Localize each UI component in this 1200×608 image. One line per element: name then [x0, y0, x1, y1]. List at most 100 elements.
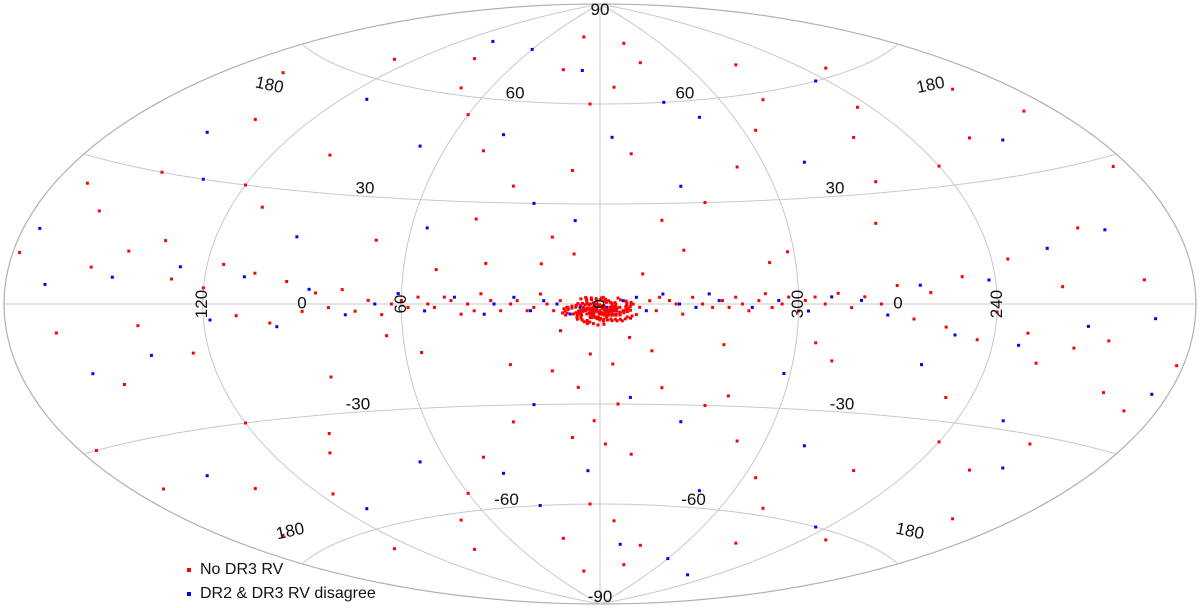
red-data-point [786, 250, 789, 254]
blue-data-point [568, 312, 572, 316]
blue-data-point [679, 184, 683, 188]
blue-data-point [502, 471, 505, 475]
red-data-point [416, 295, 420, 299]
red-data-point [937, 164, 941, 168]
red-data-point [1122, 409, 1126, 413]
red-data-point [628, 305, 632, 309]
red-data-point [389, 302, 393, 306]
red-data-point [614, 312, 618, 316]
red-data-point [960, 275, 964, 279]
blue-data-point [666, 557, 670, 561]
red-data-point [803, 299, 807, 302]
red-data-point [592, 303, 596, 306]
red-data-point [610, 302, 614, 306]
red-data-point [314, 291, 317, 295]
red-data-point [612, 519, 616, 523]
red-data-point [625, 310, 629, 314]
blue-data-point [555, 302, 559, 306]
red-data-point [740, 302, 744, 306]
red-data-point [482, 455, 485, 459]
red-data-point [711, 305, 715, 309]
red-data-point [691, 295, 695, 299]
red-data-point [606, 308, 610, 312]
tick-label: 120 [192, 290, 211, 318]
red-data-point [721, 299, 724, 303]
red-data-point [281, 71, 285, 75]
red-data-point [581, 309, 585, 313]
red-data-point [761, 98, 765, 102]
red-data-point [466, 302, 470, 306]
red-data-point [575, 314, 579, 317]
red-data-point [622, 311, 626, 315]
red-data-point [54, 331, 58, 335]
red-data-point [658, 295, 662, 299]
red-data-point [579, 315, 583, 318]
blue-data-point [365, 97, 369, 101]
red-data-point [995, 310, 999, 314]
red-data-point [399, 299, 403, 302]
blue-data-point [1017, 343, 1021, 347]
tick-label: 90 [591, 0, 610, 19]
tick-label: 30 [356, 178, 375, 197]
red-data-point [577, 309, 580, 313]
red-data-point [1061, 285, 1065, 289]
tick-label: 180 [915, 73, 947, 97]
red-data-point [499, 309, 503, 313]
red-data-point [489, 299, 493, 303]
red-data-point [136, 324, 140, 328]
blue-data-point [573, 219, 577, 223]
legend-label: DR2 & DR3 RV disagree [200, 585, 376, 602]
red-data-point [592, 307, 596, 311]
red-data-point [574, 305, 578, 309]
red-data-point [592, 312, 596, 315]
red-data-point [629, 308, 632, 312]
red-data-point [366, 298, 370, 302]
blue-data-point [275, 325, 279, 329]
red-data-point [545, 302, 549, 306]
red-data-point [895, 284, 899, 287]
red-data-point [768, 261, 772, 265]
red-data-point [591, 322, 595, 326]
red-data-point [588, 102, 592, 106]
red-data-point [327, 306, 330, 310]
red-data-point [1102, 391, 1105, 395]
blue-data-point [530, 47, 534, 51]
red-data-point [674, 302, 678, 306]
parallel-line [301, 43, 899, 105]
red-data-point [1175, 364, 1179, 368]
red-data-point [682, 248, 686, 252]
red-data-point [353, 309, 357, 313]
red-data-point [598, 309, 602, 313]
red-data-point [734, 541, 738, 545]
red-data-point [590, 298, 593, 302]
blue-data-point [1001, 466, 1005, 470]
blue-data-point [418, 460, 422, 464]
red-data-point [584, 297, 588, 301]
red-data-point [618, 310, 622, 314]
tick-label: -60 [494, 490, 519, 509]
red-data-point [234, 314, 238, 318]
red-data-point [459, 312, 463, 316]
blue-data-point [618, 542, 622, 546]
red-data-point [511, 184, 515, 188]
red-data-point [598, 298, 602, 302]
tick-label: 300 [788, 290, 807, 318]
blue-data-point [295, 235, 299, 239]
blue-data-point [707, 292, 711, 296]
blue-data-point [532, 201, 536, 205]
red-data-point [532, 305, 536, 309]
red-data-point [638, 61, 642, 65]
red-data-point [624, 305, 628, 309]
red-data-point [561, 536, 565, 540]
red-data-point [701, 302, 705, 306]
red-data-point [162, 487, 165, 491]
blue-data-point [242, 275, 246, 279]
tick-label: 60 [675, 83, 694, 102]
blue-data-point [1001, 419, 1005, 423]
red-data-point [703, 404, 707, 407]
red-data-point [420, 351, 424, 354]
red-data-point [589, 302, 593, 306]
red-data-point [525, 309, 529, 313]
red-data-point [629, 316, 632, 320]
red-data-point [585, 312, 589, 316]
